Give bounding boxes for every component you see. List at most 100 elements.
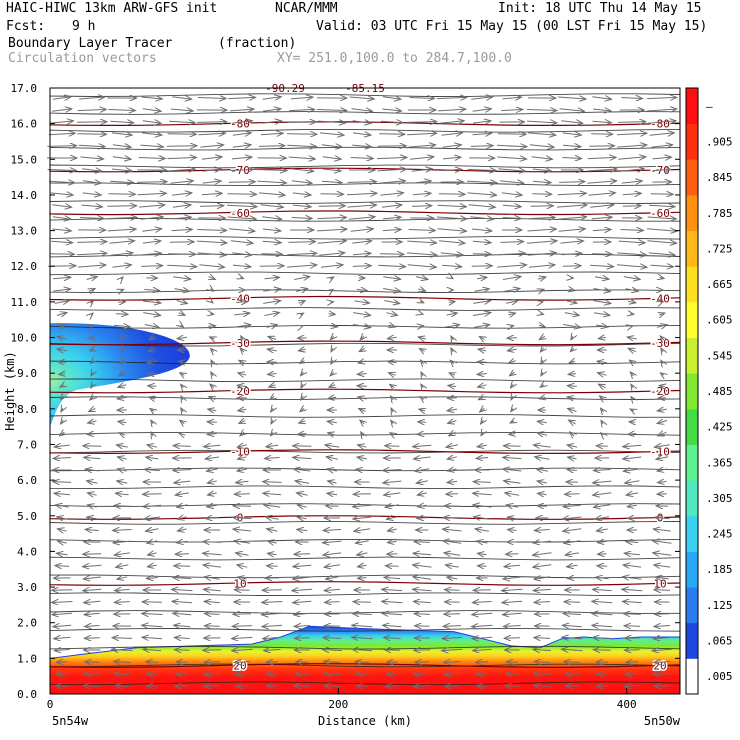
circulation-vector (85, 529, 99, 530)
circulation-vector (448, 385, 457, 386)
circulation-vector (264, 458, 280, 459)
circulation-vector (383, 277, 400, 279)
circulation-vector (177, 529, 187, 531)
temperature-contour-label: 10 (233, 578, 246, 591)
circulation-vector (353, 602, 372, 603)
circulation-vector (409, 98, 435, 99)
isentrope-line (49, 164, 681, 169)
circulation-vector (323, 553, 342, 555)
circulation-vector (230, 241, 253, 243)
circulation-vector (656, 457, 669, 459)
circulation-vector (87, 517, 98, 519)
circulation-vector (57, 349, 68, 351)
circulation-vector (623, 577, 642, 579)
circulation-vector (447, 577, 458, 579)
circulation-vector (661, 302, 664, 303)
circulation-vector (262, 590, 282, 591)
circulation-vector (352, 253, 371, 255)
circulation-vector (503, 469, 522, 471)
circulation-vector (477, 445, 487, 447)
circulation-vector (445, 590, 460, 591)
circulation-vector (61, 408, 63, 412)
circulation-vector (350, 158, 374, 159)
colorbar-swatch (686, 658, 698, 695)
circulation-vector (413, 589, 432, 590)
temperature-contour-label: 20 (233, 660, 246, 673)
circulation-vector (563, 517, 582, 519)
circulation-vector (537, 277, 546, 279)
circulation-vector (256, 170, 287, 171)
field-units: (fraction) (218, 36, 297, 51)
circulation-vector (146, 457, 159, 459)
circulation-vector (84, 601, 101, 602)
circulation-vector (623, 277, 640, 280)
circulation-vector (562, 253, 582, 254)
circulation-vector (52, 109, 72, 111)
circulation-vector (595, 517, 610, 519)
circulation-vector (533, 553, 552, 555)
circulation-vector (260, 205, 284, 207)
circulation-vector (142, 121, 161, 123)
circulation-vector (301, 326, 303, 327)
circulation-vector (437, 205, 467, 206)
circulation-vector (287, 265, 317, 267)
circulation-vector (622, 589, 643, 590)
circulation-vector (562, 637, 583, 638)
circulation-vector (591, 217, 612, 219)
circulation-vector (621, 98, 642, 99)
circulation-vector (144, 325, 159, 328)
temperature-contour-label: 0 (237, 512, 244, 525)
circulation-vector (654, 662, 671, 663)
circulation-vector (114, 602, 130, 603)
circulation-vector (52, 217, 71, 219)
circulation-vector (91, 301, 94, 304)
isentrope-line (49, 538, 681, 543)
circulation-vector (234, 313, 250, 315)
circulation-vector (562, 266, 581, 267)
temperature-contour-label: -60 (650, 207, 670, 220)
circulation-vector (82, 169, 102, 171)
circulation-vector (354, 301, 370, 303)
circulation-vector (174, 289, 190, 292)
y-tick-label: 10.0 (11, 332, 38, 345)
circulation-vector (624, 650, 640, 651)
temperature-contour-label: -85.15 (345, 82, 385, 95)
circulation-vector (323, 530, 342, 531)
circulation-vector (233, 529, 252, 531)
circulation-vector (300, 313, 303, 315)
circulation-vector (356, 674, 369, 675)
circulation-vector (446, 313, 458, 315)
circulation-vector (172, 205, 191, 207)
circulation-vector (237, 565, 248, 567)
circulation-vector (78, 145, 105, 146)
circulation-vector (624, 553, 640, 555)
circulation-vector (564, 662, 581, 663)
circulation-vector (297, 517, 307, 519)
circulation-vector (48, 181, 75, 183)
temperature-contour (49, 340, 681, 346)
circulation-vector (167, 134, 197, 135)
circulation-vector (232, 133, 251, 135)
circulation-vector (198, 133, 226, 135)
circulation-vector (384, 650, 400, 651)
circulation-vector (301, 384, 303, 388)
circulation-vector (322, 649, 342, 650)
circulation-vector (656, 325, 667, 328)
circulation-vector (534, 577, 551, 579)
circulation-vector (511, 384, 514, 388)
circulation-vector (328, 481, 337, 483)
circulation-vector (325, 445, 340, 447)
circulation-vector (449, 373, 455, 375)
circulation-vector (209, 277, 216, 280)
circulation-vector (90, 349, 95, 351)
circulation-vector (390, 433, 394, 435)
circulation-vector (175, 686, 190, 687)
circulation-vector (407, 122, 437, 123)
y-tick-label: 12.0 (11, 260, 38, 273)
isentrope-line (49, 610, 681, 614)
circulation-vector (588, 193, 616, 195)
circulation-vector (413, 565, 432, 567)
circulation-vector (77, 109, 107, 110)
circulation-vector (565, 553, 579, 555)
temperature-contour-label: -40 (230, 292, 250, 305)
